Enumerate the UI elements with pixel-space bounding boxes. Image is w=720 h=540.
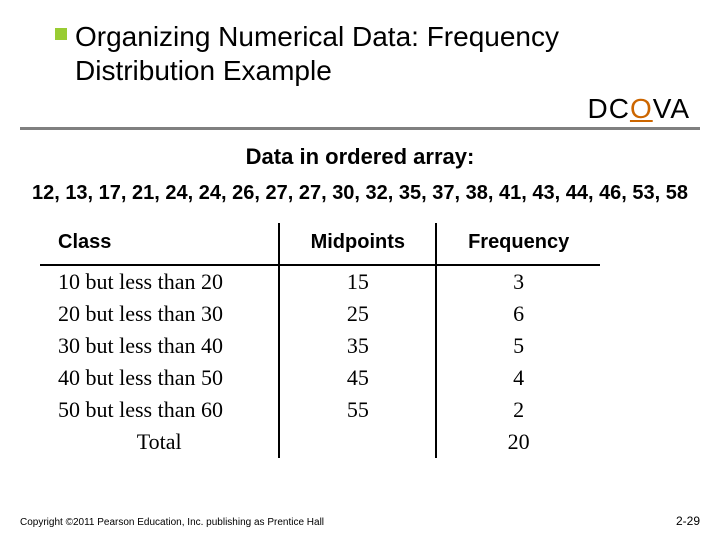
title-block: Organizing Numerical Data: Frequency Dis… <box>0 0 720 87</box>
total-midpoint-blank <box>279 426 436 458</box>
cell-freq: 2 <box>436 394 600 426</box>
frequency-table-wrap: Class Midpoints Frequency 10 but less th… <box>40 223 680 458</box>
total-label: Total <box>40 426 279 458</box>
cell-freq: 3 <box>436 265 600 298</box>
dcova-row: DCOVA <box>0 93 720 125</box>
cell-class: 20 but less than 30 <box>40 298 279 330</box>
total-freq: 20 <box>436 426 600 458</box>
table-row: 10 but less than 20 15 3 <box>40 265 600 298</box>
cell-midpoint: 25 <box>279 298 436 330</box>
col-header-frequency: Frequency <box>436 223 600 265</box>
table-total-row: Total 20 <box>40 426 600 458</box>
table-row: 40 but less than 50 45 4 <box>40 362 600 394</box>
dcova-pre: DC <box>587 93 629 124</box>
col-header-class: Class <box>40 223 279 265</box>
title-line-2: Distribution Example <box>75 55 332 86</box>
cell-midpoint: 15 <box>279 265 436 298</box>
cell-class: 50 but less than 60 <box>40 394 279 426</box>
cell-midpoint: 45 <box>279 362 436 394</box>
cell-class: 40 but less than 50 <box>40 362 279 394</box>
frequency-table: Class Midpoints Frequency 10 but less th… <box>40 223 600 458</box>
cell-class: 10 but less than 20 <box>40 265 279 298</box>
cell-class: 30 but less than 40 <box>40 330 279 362</box>
table-row: 50 but less than 60 55 2 <box>40 394 600 426</box>
divider-rule <box>20 127 700 130</box>
dcova-label: DCOVA <box>587 93 720 125</box>
cell-freq: 4 <box>436 362 600 394</box>
copyright-footer: Copyright ©2011 Pearson Education, Inc. … <box>20 517 324 528</box>
data-array: 12, 13, 17, 21, 24, 24, 26, 27, 27, 30, … <box>10 182 710 205</box>
cell-freq: 6 <box>436 298 600 330</box>
dcova-highlight: O <box>630 93 653 124</box>
col-header-midpoints: Midpoints <box>279 223 436 265</box>
table-row: 30 but less than 40 35 5 <box>40 330 600 362</box>
cell-freq: 5 <box>436 330 600 362</box>
page-number: 2-29 <box>676 514 700 528</box>
table-row: 20 but less than 30 25 6 <box>40 298 600 330</box>
cell-midpoint: 35 <box>279 330 436 362</box>
dcova-post: VA <box>653 93 690 124</box>
slide-title: Organizing Numerical Data: Frequency Dis… <box>75 20 720 87</box>
table-header-row: Class Midpoints Frequency <box>40 223 600 265</box>
title-line-1: Organizing Numerical Data: Frequency <box>75 21 559 52</box>
subtitle: Data in ordered array: <box>0 144 720 170</box>
cell-midpoint: 55 <box>279 394 436 426</box>
accent-square <box>55 28 67 40</box>
